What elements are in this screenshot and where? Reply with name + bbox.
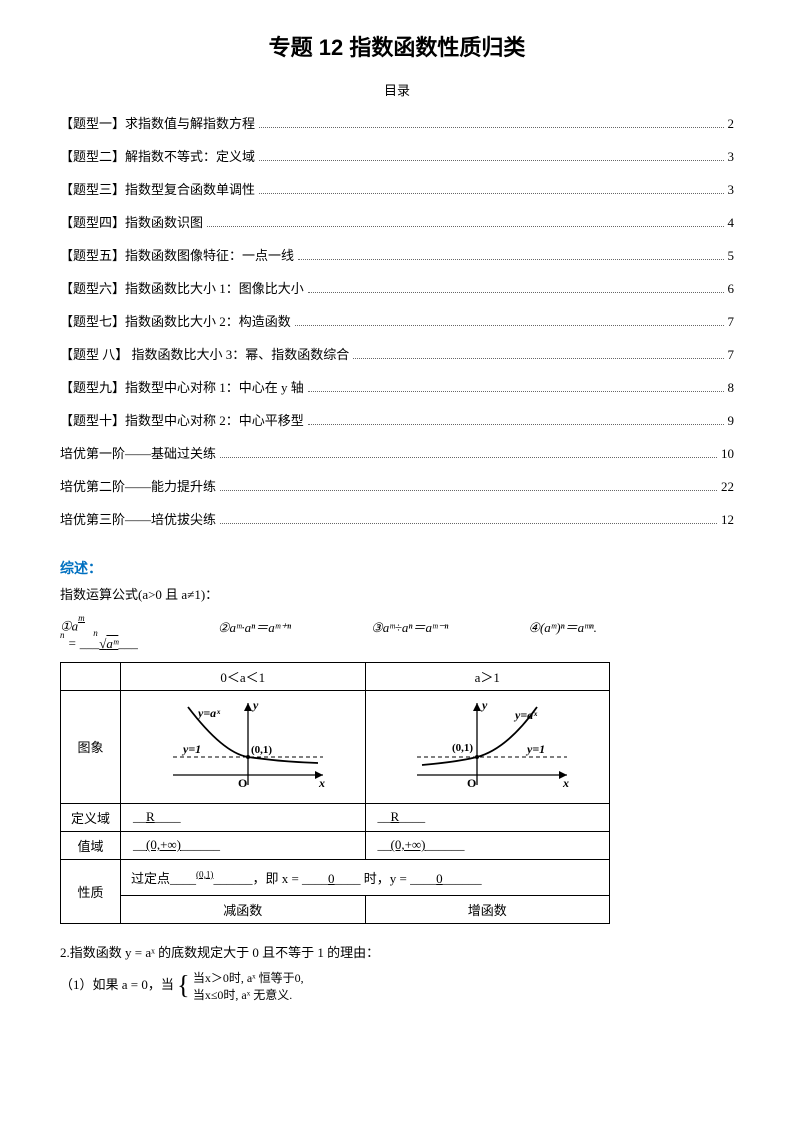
page-title: 专题 12 指数函数性质归类: [60, 30, 734, 62]
toc-page: 2: [728, 116, 735, 132]
toc-dots: [259, 160, 723, 161]
formula-4: ④(aᵐ)ⁿ＝aᵐⁿ.: [528, 617, 597, 652]
table-of-contents: 【题型一】求指数值与解指数方程2【题型二】解指数不等式：定义域3【题型三】指数型…: [60, 113, 734, 528]
footer-pre: （1）如果 a = 0，当: [60, 977, 174, 992]
toc-label: 培优第三阶——培优拔尖练: [60, 509, 216, 528]
prop-fixed-point: 过定点____(0,1)______，即 x = ____0____ 时，y =…: [121, 859, 610, 895]
toc-row: 【题型九】指数型中心对称 1：中心在 y 轴 8: [60, 377, 734, 396]
toc-page: 5: [728, 248, 735, 264]
row-range-label: 值域: [61, 831, 121, 859]
case-2: 当x≤0时, aˣ 无意义.: [193, 988, 292, 1002]
case-1: 当x＞0时, aˣ 恒等于0,: [193, 971, 304, 985]
toc-label: 【题型十】指数型中心对称 2：中心平移型: [60, 410, 304, 429]
toc-row: 【题型十】指数型中心对称 2：中心平移型 9: [60, 410, 734, 429]
domain-1: __R____: [121, 803, 366, 831]
toc-page: 3: [728, 149, 735, 165]
toc-page: 7: [728, 347, 735, 363]
row-prop-label: 性质: [61, 859, 121, 923]
toc-label: 【题型二】解指数不等式：定义域: [60, 146, 255, 165]
toc-page: 8: [728, 380, 735, 396]
toc-dots: [220, 457, 717, 458]
toc-label: 培优第二阶——能力提升练: [60, 476, 216, 495]
toc-label: 【题型七】指数函数比大小 2：构造函数: [60, 311, 291, 330]
toc-heading: 目录: [60, 80, 734, 99]
col-head-1: 0＜a＜1: [121, 662, 366, 690]
toc-row: 【题型二】解指数不等式：定义域 3: [60, 146, 734, 165]
col-head-2: a＞1: [365, 662, 610, 690]
toc-dots: [308, 391, 724, 392]
toc-label: 【题型三】指数型复合函数单调性: [60, 179, 255, 198]
toc-page: 4: [728, 215, 735, 231]
domain-2: __R____: [365, 803, 610, 831]
svg-text:(0,1): (0,1): [251, 744, 272, 756]
footer-line-2: （1）如果 a = 0，当 { 当x＞0时, aˣ 恒等于0, 当x≤0时, a…: [60, 969, 734, 1003]
svg-text:y=aˣ: y=aˣ: [513, 708, 538, 722]
toc-dots: [220, 523, 717, 524]
toc-page: 12: [721, 512, 734, 528]
toc-label: 【题型 八】 指数函数比大小 3：幂、指数函数综合: [60, 344, 349, 363]
toc-row: 【题型五】指数函数图像特征：一点一线 5: [60, 245, 734, 264]
toc-row: 【题型四】指数函数识图 4: [60, 212, 734, 231]
svg-text:O: O: [467, 776, 476, 790]
toc-label: 【题型五】指数函数图像特征：一点一线: [60, 245, 294, 264]
f1-post: ___: [118, 636, 138, 651]
toc-label: 【题型六】指数函数比大小 1：图像比大小: [60, 278, 304, 297]
toc-page: 3: [728, 182, 735, 198]
svg-text:O: O: [238, 776, 247, 790]
graph-increasing: y x O y=aˣ y=1 (0,1): [365, 690, 610, 803]
toc-row: 【题型三】指数型复合函数单调性 3: [60, 179, 734, 198]
toc-dots: [207, 226, 723, 227]
brace-icon: {: [177, 970, 189, 999]
toc-label: 【题型一】求指数值与解指数方程: [60, 113, 255, 132]
properties-table: 0＜a＜1 a＞1 图象 y x O y=aˣ y=1 (0,1): [60, 662, 610, 924]
svg-text:y=aˣ: y=aˣ: [196, 706, 221, 720]
toc-dots: [220, 490, 717, 491]
toc-row: 【题型六】指数函数比大小 1：图像比大小 6: [60, 278, 734, 297]
toc-dots: [308, 424, 724, 425]
toc-page: 7: [728, 314, 735, 330]
toc-label: 【题型四】指数函数识图: [60, 212, 203, 231]
toc-dots: [295, 325, 724, 326]
toc-row: 【题型一】求指数值与解指数方程 2: [60, 113, 734, 132]
toc-row: 【题型七】指数函数比大小 2：构造函数 7: [60, 311, 734, 330]
row-graph-label: 图象: [61, 690, 121, 803]
svg-text:y: y: [251, 698, 259, 712]
svg-text:y=1: y=1: [181, 742, 201, 756]
toc-row: 【题型 八】 指数函数比大小 3：幂、指数函数综合 7: [60, 344, 734, 363]
formula-row: ①amn = ___n√aᵐ___ ②aᵐ·aⁿ＝aᵐ⁺ⁿ ③aᵐ÷aⁿ＝aᵐ⁻…: [60, 617, 734, 652]
footer-line-1: 2.指数函数 y = aˣ 的底数规定大于 0 且不等于 1 的理由：: [60, 942, 734, 961]
toc-label: 培优第一阶——基础过关练: [60, 443, 216, 462]
prop-dec: 减函数: [121, 895, 366, 923]
formula-3: ③aᵐ÷aⁿ＝aᵐ⁻ⁿ: [371, 617, 448, 652]
svg-text:x: x: [318, 776, 325, 790]
toc-page: 10: [721, 446, 734, 462]
toc-dots: [259, 127, 723, 128]
toc-dots: [353, 358, 723, 359]
case-block: 当x＞0时, aˣ 恒等于0, 当x≤0时, aˣ 无意义.: [193, 969, 304, 1003]
toc-row: 培优第三阶——培优拔尖练 12: [60, 509, 734, 528]
svg-text:(0,1): (0,1): [452, 742, 473, 754]
overview-line: 指数运算公式(a>0 且 a≠1)：: [60, 584, 734, 603]
formula-1: ①amn = ___n√aᵐ___: [60, 617, 138, 652]
range-2: __(0,+∞)______: [365, 831, 610, 859]
toc-dots: [308, 292, 724, 293]
toc-page: 6: [728, 281, 735, 297]
toc-label: 【题型九】指数型中心对称 1：中心在 y 轴: [60, 377, 304, 396]
toc-row: 培优第一阶——基础过关练 10: [60, 443, 734, 462]
prop-inc: 增函数: [365, 895, 610, 923]
toc-dots: [259, 193, 723, 194]
toc-row: 培优第二阶——能力提升练 22: [60, 476, 734, 495]
range-1: __(0,+∞)______: [121, 831, 366, 859]
svg-text:y=1: y=1: [525, 742, 545, 756]
overview-heading: 综述：: [60, 558, 734, 578]
toc-dots: [298, 259, 723, 260]
svg-text:x: x: [562, 776, 569, 790]
svg-text:y: y: [480, 698, 488, 712]
f1-mid: = ___: [65, 636, 100, 651]
toc-page: 22: [721, 479, 734, 495]
row-domain-label: 定义域: [61, 803, 121, 831]
graph-decreasing: y x O y=aˣ y=1 (0,1): [121, 690, 366, 803]
toc-page: 9: [728, 413, 735, 429]
formula-2: ②aᵐ·aⁿ＝aᵐ⁺ⁿ: [218, 617, 291, 652]
